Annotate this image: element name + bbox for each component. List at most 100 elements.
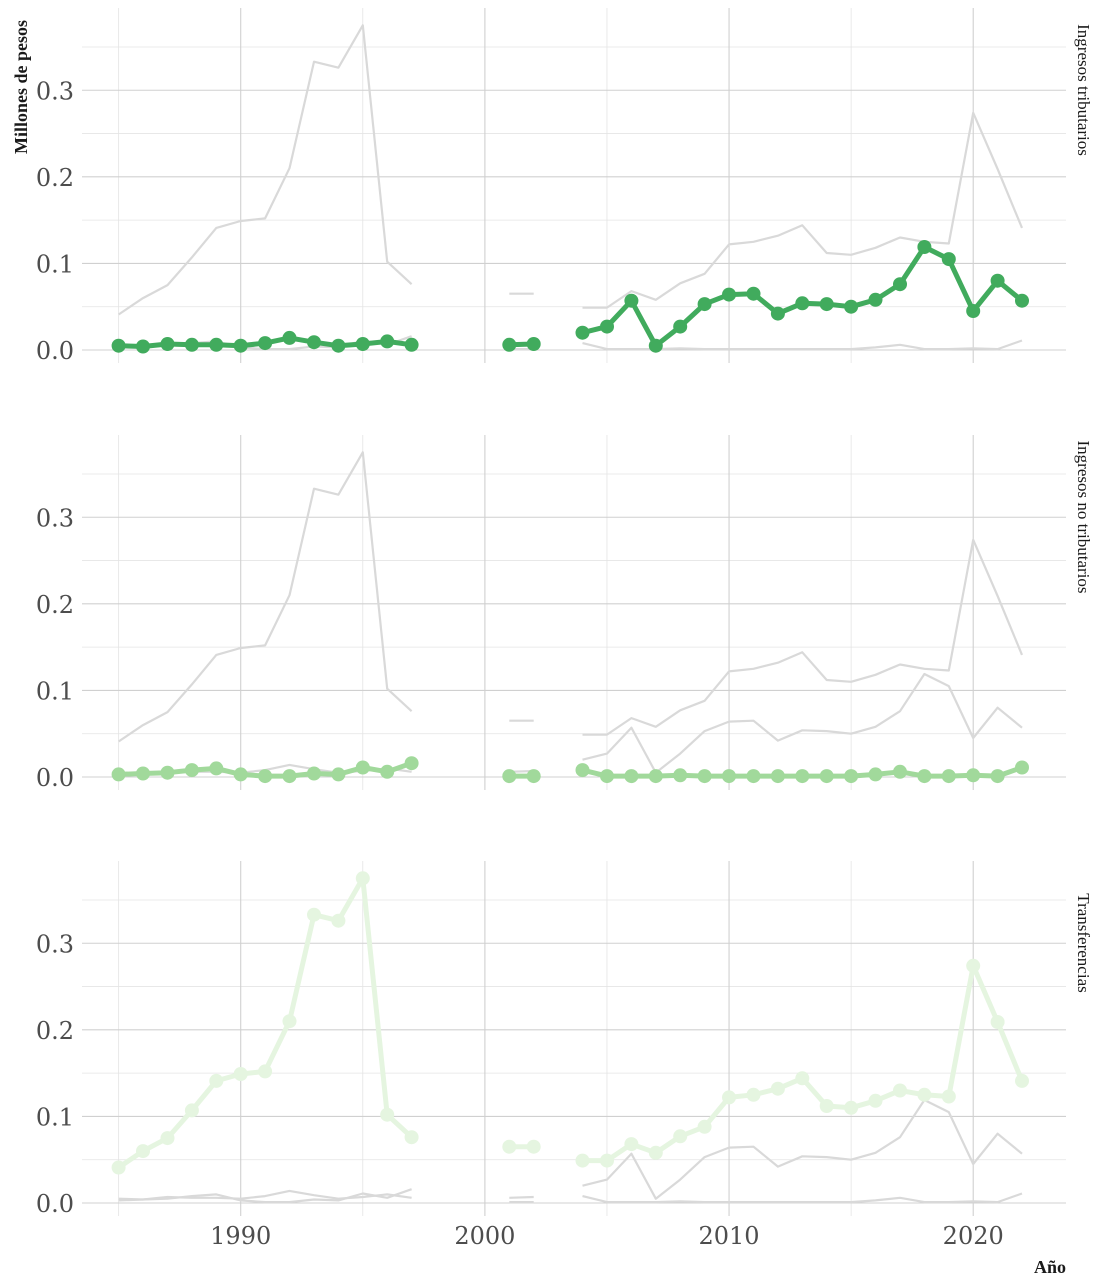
facet-panels: 0.00.10.20.3 Ingresos tributarios0.00.10.… <box>36 8 1093 1250</box>
data-point <box>844 1100 859 1115</box>
data-point <box>404 1130 419 1145</box>
data-point <box>624 293 639 308</box>
x-axis: 1990 2000 2010 2020 <box>210 1222 1004 1250</box>
data-point <box>404 337 419 352</box>
data-point <box>136 339 150 354</box>
data-point <box>307 907 321 922</box>
data-point <box>307 766 321 781</box>
data-point <box>893 1083 907 1098</box>
data-point <box>624 1137 639 1152</box>
data-point <box>307 335 321 350</box>
data-point <box>111 1160 126 1175</box>
x-tick-label: 2000 <box>454 1222 515 1250</box>
data-point <box>575 325 590 340</box>
data-point <box>380 764 395 779</box>
data-point <box>258 336 273 351</box>
data-point <box>648 1145 663 1160</box>
ghost-line-ingresos-no-tributarios <box>118 1188 412 1204</box>
data-point <box>209 337 224 352</box>
data-point <box>697 769 712 784</box>
data-point <box>917 769 932 784</box>
data-point <box>502 1139 517 1154</box>
data-point <box>184 337 199 352</box>
data-point <box>233 767 248 782</box>
ghost-line-transferencias <box>117 24 413 316</box>
y-tick-label: 0.0 <box>36 337 74 365</box>
data-point <box>575 763 590 778</box>
ghost-line-ingresos-no-tributarios <box>582 1192 1023 1204</box>
data-point <box>990 1015 1005 1029</box>
ghost-line-ingresos-tributarios <box>509 1195 534 1199</box>
ghost-line-transferencias <box>582 111 1024 309</box>
data-point <box>160 1131 175 1146</box>
facet-strip-label: Ingresos no tributarios <box>1074 441 1093 594</box>
facet-strip-label: Transferencias <box>1074 893 1093 992</box>
panel-grid <box>82 861 1066 1216</box>
data-point <box>819 297 834 312</box>
data-point <box>941 769 956 784</box>
data-point <box>282 769 297 784</box>
data-point <box>380 1107 395 1122</box>
data-point <box>258 1064 273 1079</box>
x-tick-label: 1990 <box>210 1222 271 1250</box>
data-point <box>770 1081 785 1096</box>
y-tick-label: 0.3 <box>36 504 74 532</box>
data-point <box>770 306 785 321</box>
data-point <box>233 338 248 353</box>
data-point <box>184 1103 199 1118</box>
ghost-line-transferencias <box>582 538 1024 736</box>
data-point <box>502 337 517 352</box>
data-point <box>331 767 346 782</box>
y-tick-label: 0.1 <box>36 250 74 278</box>
data-point <box>282 1014 297 1029</box>
data-point <box>868 1093 883 1108</box>
data-point <box>844 769 859 784</box>
data-point <box>893 277 907 292</box>
data-point <box>722 287 736 302</box>
data-point <box>111 767 126 782</box>
data-point <box>941 1089 956 1104</box>
data-point <box>648 338 663 353</box>
data-point <box>697 1119 712 1134</box>
data-point <box>160 337 175 351</box>
data-point <box>966 768 981 783</box>
data-point <box>697 297 712 312</box>
data-point <box>233 1067 248 1081</box>
data-point <box>282 330 297 345</box>
data-point <box>209 761 224 776</box>
data-point <box>795 1071 810 1086</box>
y-tick-label: 0.0 <box>36 1190 74 1218</box>
data-point <box>990 769 1005 784</box>
data-point <box>331 913 346 928</box>
data-point <box>722 769 736 784</box>
y-tick-label: 0.1 <box>36 677 74 705</box>
ghost-line-ingresos-tributarios <box>582 1098 1023 1200</box>
data-point <box>648 769 663 784</box>
data-point <box>624 769 639 784</box>
data-point <box>355 337 370 351</box>
panel-grid <box>82 435 1066 790</box>
data-point <box>600 1153 614 1168</box>
data-point <box>355 760 370 775</box>
data-point <box>575 1153 590 1168</box>
panel-ingresos-no-tributarios: 0.0 0.1 0.2 0.3 Ingresos no tributarios <box>36 435 1093 792</box>
data-point <box>502 769 517 784</box>
data-point <box>184 763 199 778</box>
data-point <box>941 252 956 267</box>
data-point <box>404 756 419 771</box>
data-point <box>355 871 370 886</box>
data-point <box>722 1090 736 1105</box>
data-point <box>526 1139 541 1154</box>
y-tick-label: 0.0 <box>36 764 74 792</box>
panel-ingresos-tributarios: 0.0 0.1 0.2 0.3 Ingresos tributarios <box>36 8 1093 365</box>
data-point <box>795 769 810 784</box>
y-tick-label: 0.3 <box>36 930 74 958</box>
data-point <box>136 766 150 781</box>
data-point <box>673 1129 688 1144</box>
series-line <box>116 875 415 1170</box>
data-point <box>600 769 614 784</box>
data-point <box>868 767 883 782</box>
data-point <box>966 958 981 973</box>
data-point <box>868 292 883 307</box>
